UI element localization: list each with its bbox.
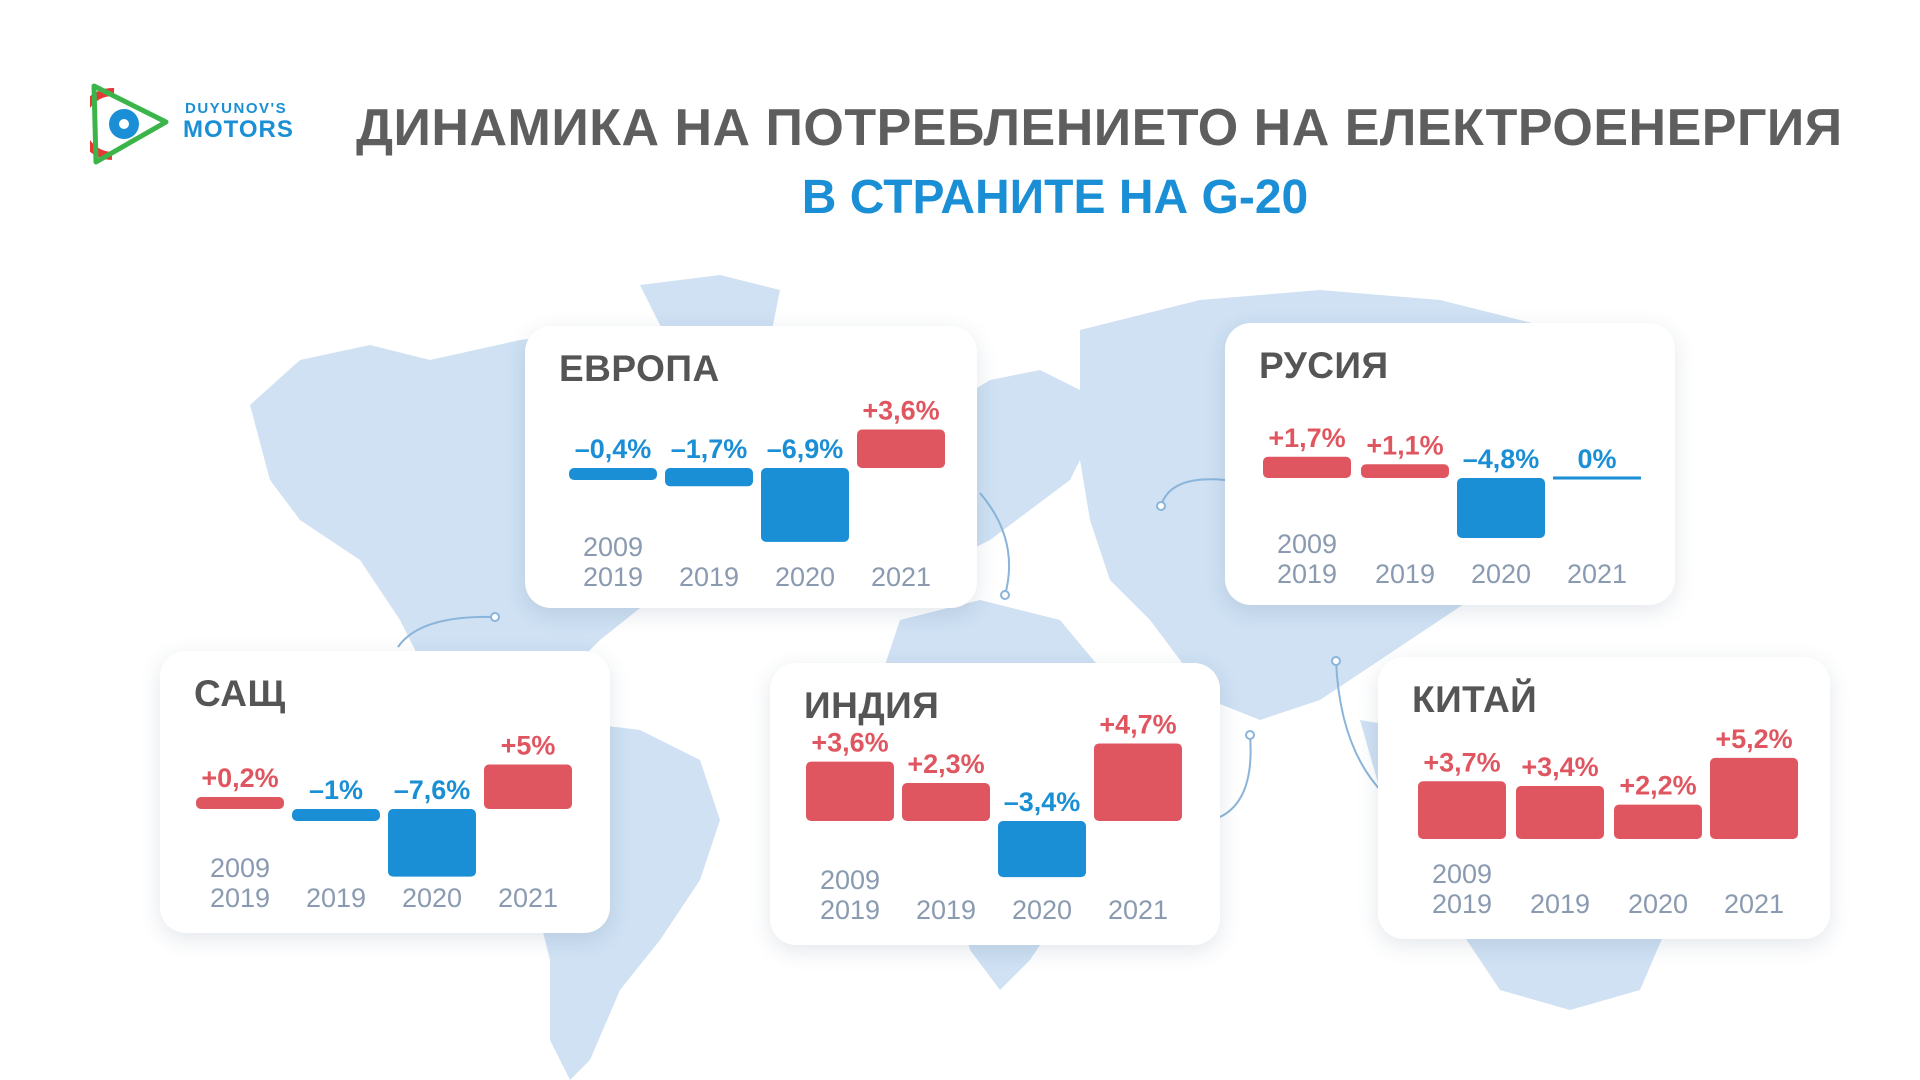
year-label: 2009 (583, 532, 643, 562)
bar (1614, 804, 1702, 839)
brand-name-top: DUYUNOV'S (185, 100, 288, 117)
year-label: 2019 (679, 562, 739, 592)
year-label: 2020 (1012, 895, 1072, 925)
value-label: –4,8% (1463, 444, 1540, 474)
card-china: КИТАЙ +3,7% 2009 2019 +3,4% 2019 +2,2% 2020 +5,… (1378, 657, 1830, 939)
value-label: +1,1% (1366, 430, 1443, 460)
brand-name-bottom: MOTORS (183, 116, 294, 143)
page-subtitle: В СТРАНИТЕ НА G-20 (801, 171, 1309, 224)
page-title: ДИНАМИКА НА ПОТРЕБЛЕНИЕТО НА ЕЛЕКТРОЕНЕР… (356, 99, 1843, 157)
year-label: 2021 (1567, 559, 1627, 589)
bar (569, 468, 657, 480)
value-label: –6,9% (767, 434, 844, 464)
year-label: 2009 (820, 865, 880, 895)
card-title: ЕВРОПА (559, 348, 720, 389)
year-label: 2019 (583, 562, 643, 592)
value-label: –0,4% (575, 434, 652, 464)
year-label: 2019 (1530, 889, 1590, 919)
value-label: +2,3% (907, 749, 984, 779)
year-label: 2019 (1277, 559, 1337, 589)
bar (484, 764, 572, 809)
value-label: +3,7% (1423, 747, 1500, 777)
bar (761, 468, 849, 542)
card-title: ИНДИЯ (804, 685, 940, 726)
year-label: 2020 (402, 883, 462, 913)
value-label: –1% (309, 775, 363, 805)
bar (665, 468, 753, 487)
value-label: +3,6% (811, 728, 888, 758)
bar (806, 761, 894, 821)
year-label: 2020 (775, 562, 835, 592)
year-label: 2019 (306, 883, 366, 913)
year-label: 2019 (210, 883, 270, 913)
card-europe: ЕВРОПА –0,4% 2009 2019 –1,7% 2019 –6,9% 2020 +3… (525, 326, 977, 608)
value-label: +1,7% (1268, 423, 1345, 453)
card-russia: РУСИЯ +1,7% 2009 2019 +1,1% 2019 –4,8% 2020 0% 2… (1225, 323, 1675, 605)
year-label: 2009 (210, 853, 270, 883)
bar (1516, 785, 1604, 839)
value-label: –7,6% (394, 775, 471, 805)
bar (1361, 464, 1449, 478)
year-label: 2021 (1724, 889, 1784, 919)
bar (1263, 456, 1351, 478)
year-label: 2019 (916, 895, 976, 925)
logo-mark-icon (90, 83, 169, 165)
value-label: –1,7% (671, 434, 748, 464)
bar (1457, 478, 1545, 538)
bar (1418, 781, 1506, 839)
bar (388, 809, 476, 877)
year-label: 2021 (498, 883, 558, 913)
value-label: +2,2% (1619, 771, 1696, 801)
bar (1094, 743, 1182, 821)
year-label: 2021 (1108, 895, 1168, 925)
value-label: 0% (1577, 444, 1616, 474)
value-label: +3,4% (1521, 752, 1598, 782)
card-india: ИНДИЯ +3,6% 2009 2019 +2,3% 2019 –3,4% 2020 +4,… (770, 663, 1220, 945)
bar (196, 797, 284, 809)
year-label: 2020 (1471, 559, 1531, 589)
bar (292, 809, 380, 821)
value-label: +0,2% (201, 763, 278, 793)
year-label: 2021 (871, 562, 931, 592)
value-label: +4,7% (1099, 709, 1176, 739)
value-label: +3,6% (862, 395, 939, 425)
year-label: 2019 (1375, 559, 1435, 589)
card-title: РУСИЯ (1259, 345, 1389, 386)
card-title: КИТАЙ (1412, 679, 1538, 720)
bar (902, 783, 990, 821)
bar (1710, 757, 1798, 839)
card-title: САЩ (194, 673, 286, 714)
card-usa: САЩ +0,2% 2009 2019 –1% 2019 –7,6% 2020 +5% 2021 (160, 651, 610, 933)
year-label: 2019 (820, 895, 880, 925)
duyunovs-motors-logo: DUYUNOV'S MOTORS (90, 80, 320, 170)
year-label: 2019 (1432, 889, 1492, 919)
year-label: 2009 (1432, 859, 1492, 889)
year-label: 2020 (1628, 889, 1688, 919)
value-label: +5% (501, 731, 556, 761)
value-label: –3,4% (1004, 787, 1081, 817)
year-label: 2009 (1277, 529, 1337, 559)
bar (998, 821, 1086, 878)
bar (857, 429, 945, 468)
value-label: +5,2% (1715, 724, 1792, 754)
